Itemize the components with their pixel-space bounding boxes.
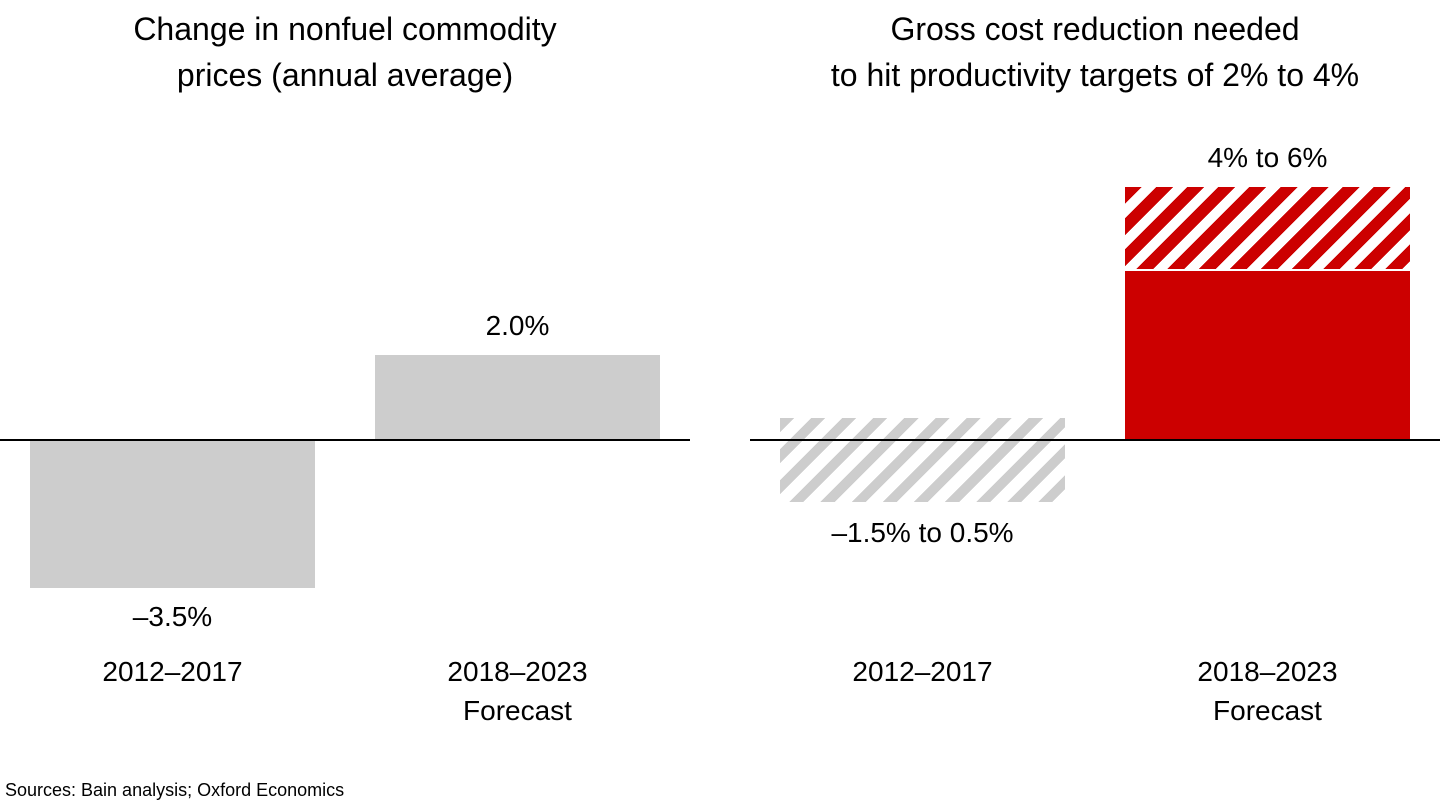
plot-area: –1.5% to 0.5% 2012–2017 4% to 6% 2018–2023 F… bbox=[750, 0, 1440, 810]
category-label-line: 2012–2017 bbox=[852, 656, 993, 687]
category-label: 2012–2017 bbox=[0, 652, 415, 691]
category-label: 2018–2023 Forecast bbox=[1025, 652, 1440, 730]
plot-area: –3.5% 2012–2017 2.0% 2018–2023 Forecast bbox=[0, 0, 690, 810]
chart-title-line: Change in nonfuel commodity bbox=[133, 11, 557, 47]
bar-segment-hatch-gray bbox=[780, 418, 1065, 502]
zero-axis-line bbox=[750, 439, 1440, 441]
chart-title-line: to hit productivity targets of 2% to 4% bbox=[830, 57, 1360, 93]
category-label-line: 2018–2023 bbox=[447, 656, 588, 687]
value-label: 2.0% bbox=[485, 310, 550, 341]
zero-axis-line bbox=[0, 439, 690, 441]
category-label: 2012–2017 bbox=[680, 652, 1165, 691]
category-label-line: 2012–2017 bbox=[102, 656, 243, 687]
category-label: 2018–2023 Forecast bbox=[275, 652, 760, 730]
chart-title: Gross cost reduction needed to hit produc… bbox=[725, 6, 1440, 98]
value-label: –3.5% bbox=[132, 601, 213, 632]
value-label: –1.5% to 0.5% bbox=[831, 517, 1014, 548]
bar-segment-solid-red bbox=[1125, 271, 1410, 439]
chart-cost-reduction: Gross cost reduction needed to hit produc… bbox=[750, 0, 1440, 810]
chart-title-line: Gross cost reduction needed bbox=[890, 11, 1300, 47]
bar-segment-hatch-red bbox=[1125, 187, 1410, 271]
chart-title: Change in nonfuel commodity prices (annua… bbox=[0, 6, 715, 98]
category-label-line: Forecast bbox=[463, 695, 572, 726]
category-label-line: Forecast bbox=[1213, 695, 1322, 726]
chart-commodity-prices: Change in nonfuel commodity prices (annua… bbox=[0, 0, 690, 810]
chart-title-line: prices (annual average) bbox=[176, 57, 514, 93]
value-label: 4% to 6% bbox=[1207, 142, 1328, 173]
source-note: Sources: Bain analysis; Oxford Economics bbox=[5, 780, 345, 800]
category-label-line: 2018–2023 bbox=[1197, 656, 1338, 687]
bar-segment-solid-gray bbox=[30, 441, 315, 588]
bar-segment-solid-gray bbox=[375, 355, 660, 439]
